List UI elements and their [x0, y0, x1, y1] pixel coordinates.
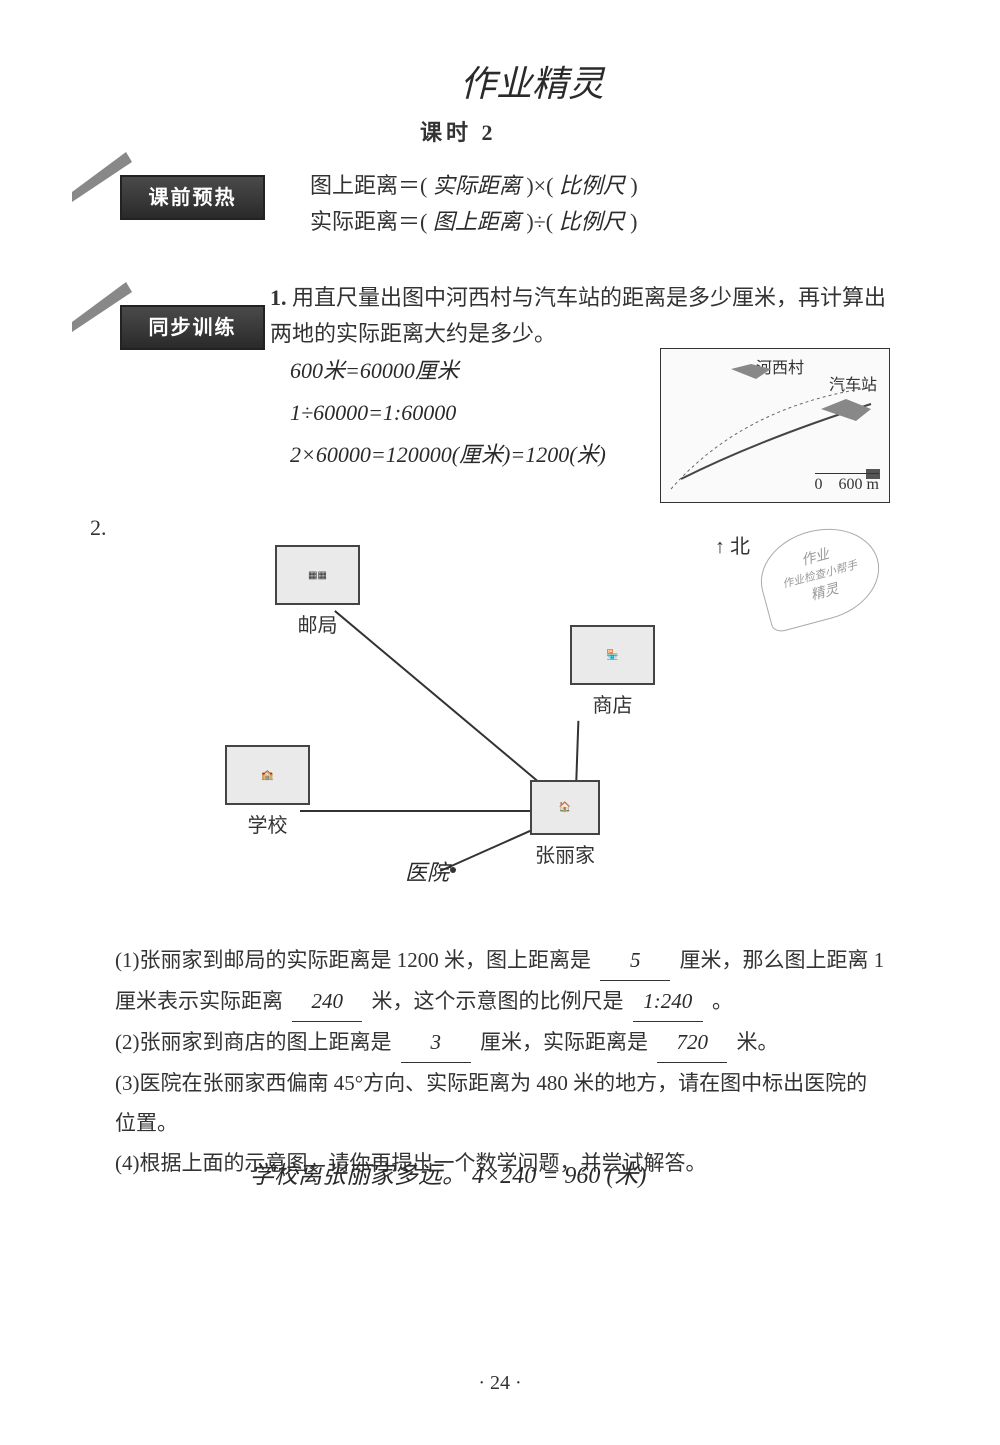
page-number: · 24 ·: [0, 1372, 1000, 1395]
q1-work-3: 2×60000=120000(厘米)=1200(米): [290, 434, 606, 476]
diagram: ↑ 北 作业 作业检查小帮手 精灵 ▦▦ 邮局 🏪 商店 🏫 学校 🏠 张丽家 …: [110, 530, 880, 910]
map-scale: 0 600 m: [815, 473, 879, 494]
badge-preview: 课前预热: [120, 175, 265, 220]
q1-work-2: 1÷60000=1:60000: [290, 392, 606, 434]
f1-blank1: 实际距离: [433, 173, 521, 198]
sq2-p2: 厘米，实际距离是: [480, 1030, 648, 1054]
formula-block: 图上距离＝( 实际距离 )×( 比例尺 ) 实际距离＝( 图上距离 )÷( 比例…: [310, 168, 638, 240]
sq1-p1: (1)张丽家到邮局的实际距离是 1200 米，图上距离是: [115, 948, 591, 972]
q4-answer: 学校离张丽家多远。 4×240 = 960 (米): [250, 1155, 646, 1190]
watermark: 作业 作业检查小帮手 精灵: [750, 516, 889, 634]
f1-blank2: 比例尺: [559, 173, 625, 198]
q1-text: 1. 用直尺量出图中河西村与汽车站的距离是多少厘米，再计算出两地的实际距离大约是…: [270, 280, 890, 352]
home-label: 张丽家: [530, 839, 600, 868]
node-post: ▦▦ 邮局: [275, 545, 360, 638]
scale-zero: 0: [815, 476, 823, 493]
map-box: 河西村 汽车站 0 600 m: [660, 348, 890, 503]
home-icon: 🏠: [530, 780, 600, 835]
sub-q1: (1)张丽家到邮局的实际距离是 1200 米，图上距离是 5 厘米，那么图上距离…: [115, 940, 885, 1022]
f2-mid: )÷(: [526, 209, 553, 234]
sub-q2: (2)张丽家到商店的图上距离是 3 厘米，实际距离是 720 米。: [115, 1022, 885, 1063]
f1-suffix: ): [630, 173, 637, 198]
node-shop: 🏪 商店: [570, 625, 655, 718]
sq2-b2: 720: [657, 1022, 727, 1063]
questions-block: (1)张丽家到邮局的实际距离是 1200 米，图上距离是 5 厘米，那么图上距离…: [115, 940, 885, 1183]
q1-body: 用直尺量出图中河西村与汽车站的距离是多少厘米，再计算出两地的实际距离大约是多少。: [270, 285, 886, 346]
school-icon: 🏫: [225, 745, 310, 805]
badge-training: 同步训练: [120, 305, 265, 350]
header-title: 作业精灵: [460, 55, 604, 107]
sq1-p4: 。: [712, 989, 733, 1013]
sq1-b1: 5: [600, 940, 670, 981]
post-icon: ▦▦: [275, 545, 360, 605]
q2-number: 2.: [90, 515, 107, 541]
sq2-b1: 3: [401, 1022, 471, 1063]
q1-number: 1.: [270, 285, 287, 310]
q1-work: 600米=60000厘米 1÷60000=1:60000 2×60000=120…: [290, 350, 606, 476]
f2-blank1: 图上距离: [433, 209, 521, 234]
q1-work-1: 600米=60000厘米: [290, 350, 606, 392]
node-school: 🏫 学校: [225, 745, 310, 838]
school-label: 学校: [225, 809, 310, 838]
sq1-b3: 1:240: [633, 981, 703, 1022]
formula-1: 图上距离＝( 实际距离 )×( 比例尺 ): [310, 168, 638, 204]
sub-q3: (3)医院在张丽家西偏南 45°方向、实际距离为 480 米的地方，请在图中标出…: [115, 1063, 885, 1143]
post-label: 邮局: [275, 609, 360, 638]
shop-label: 商店: [570, 689, 655, 718]
formula-2: 实际距离＝( 图上距离 )÷( 比例尺 ): [310, 204, 638, 240]
compass-north: ↑ 北: [715, 530, 750, 559]
node-home: 🏠 张丽家: [530, 780, 600, 868]
scale-dist: 600 m: [839, 476, 879, 493]
f2-suffix: ): [630, 209, 637, 234]
f2-blank2: 比例尺: [559, 209, 625, 234]
f1-prefix: 图上距离＝(: [310, 173, 427, 198]
shop-icon: 🏪: [570, 625, 655, 685]
hospital-point: [450, 867, 456, 873]
sq2-p1: (2)张丽家到商店的图上距离是: [115, 1030, 392, 1054]
sq1-b2: 240: [292, 981, 362, 1022]
sq2-p3: 米。: [737, 1030, 779, 1054]
sq1-p3: 米，这个示意图的比例尺是: [372, 989, 624, 1013]
f2-prefix: 实际距离＝(: [310, 209, 427, 234]
lesson-label: 课时 2: [420, 115, 497, 147]
hospital-label: 医院: [405, 855, 449, 887]
f1-mid: )×(: [526, 173, 553, 198]
